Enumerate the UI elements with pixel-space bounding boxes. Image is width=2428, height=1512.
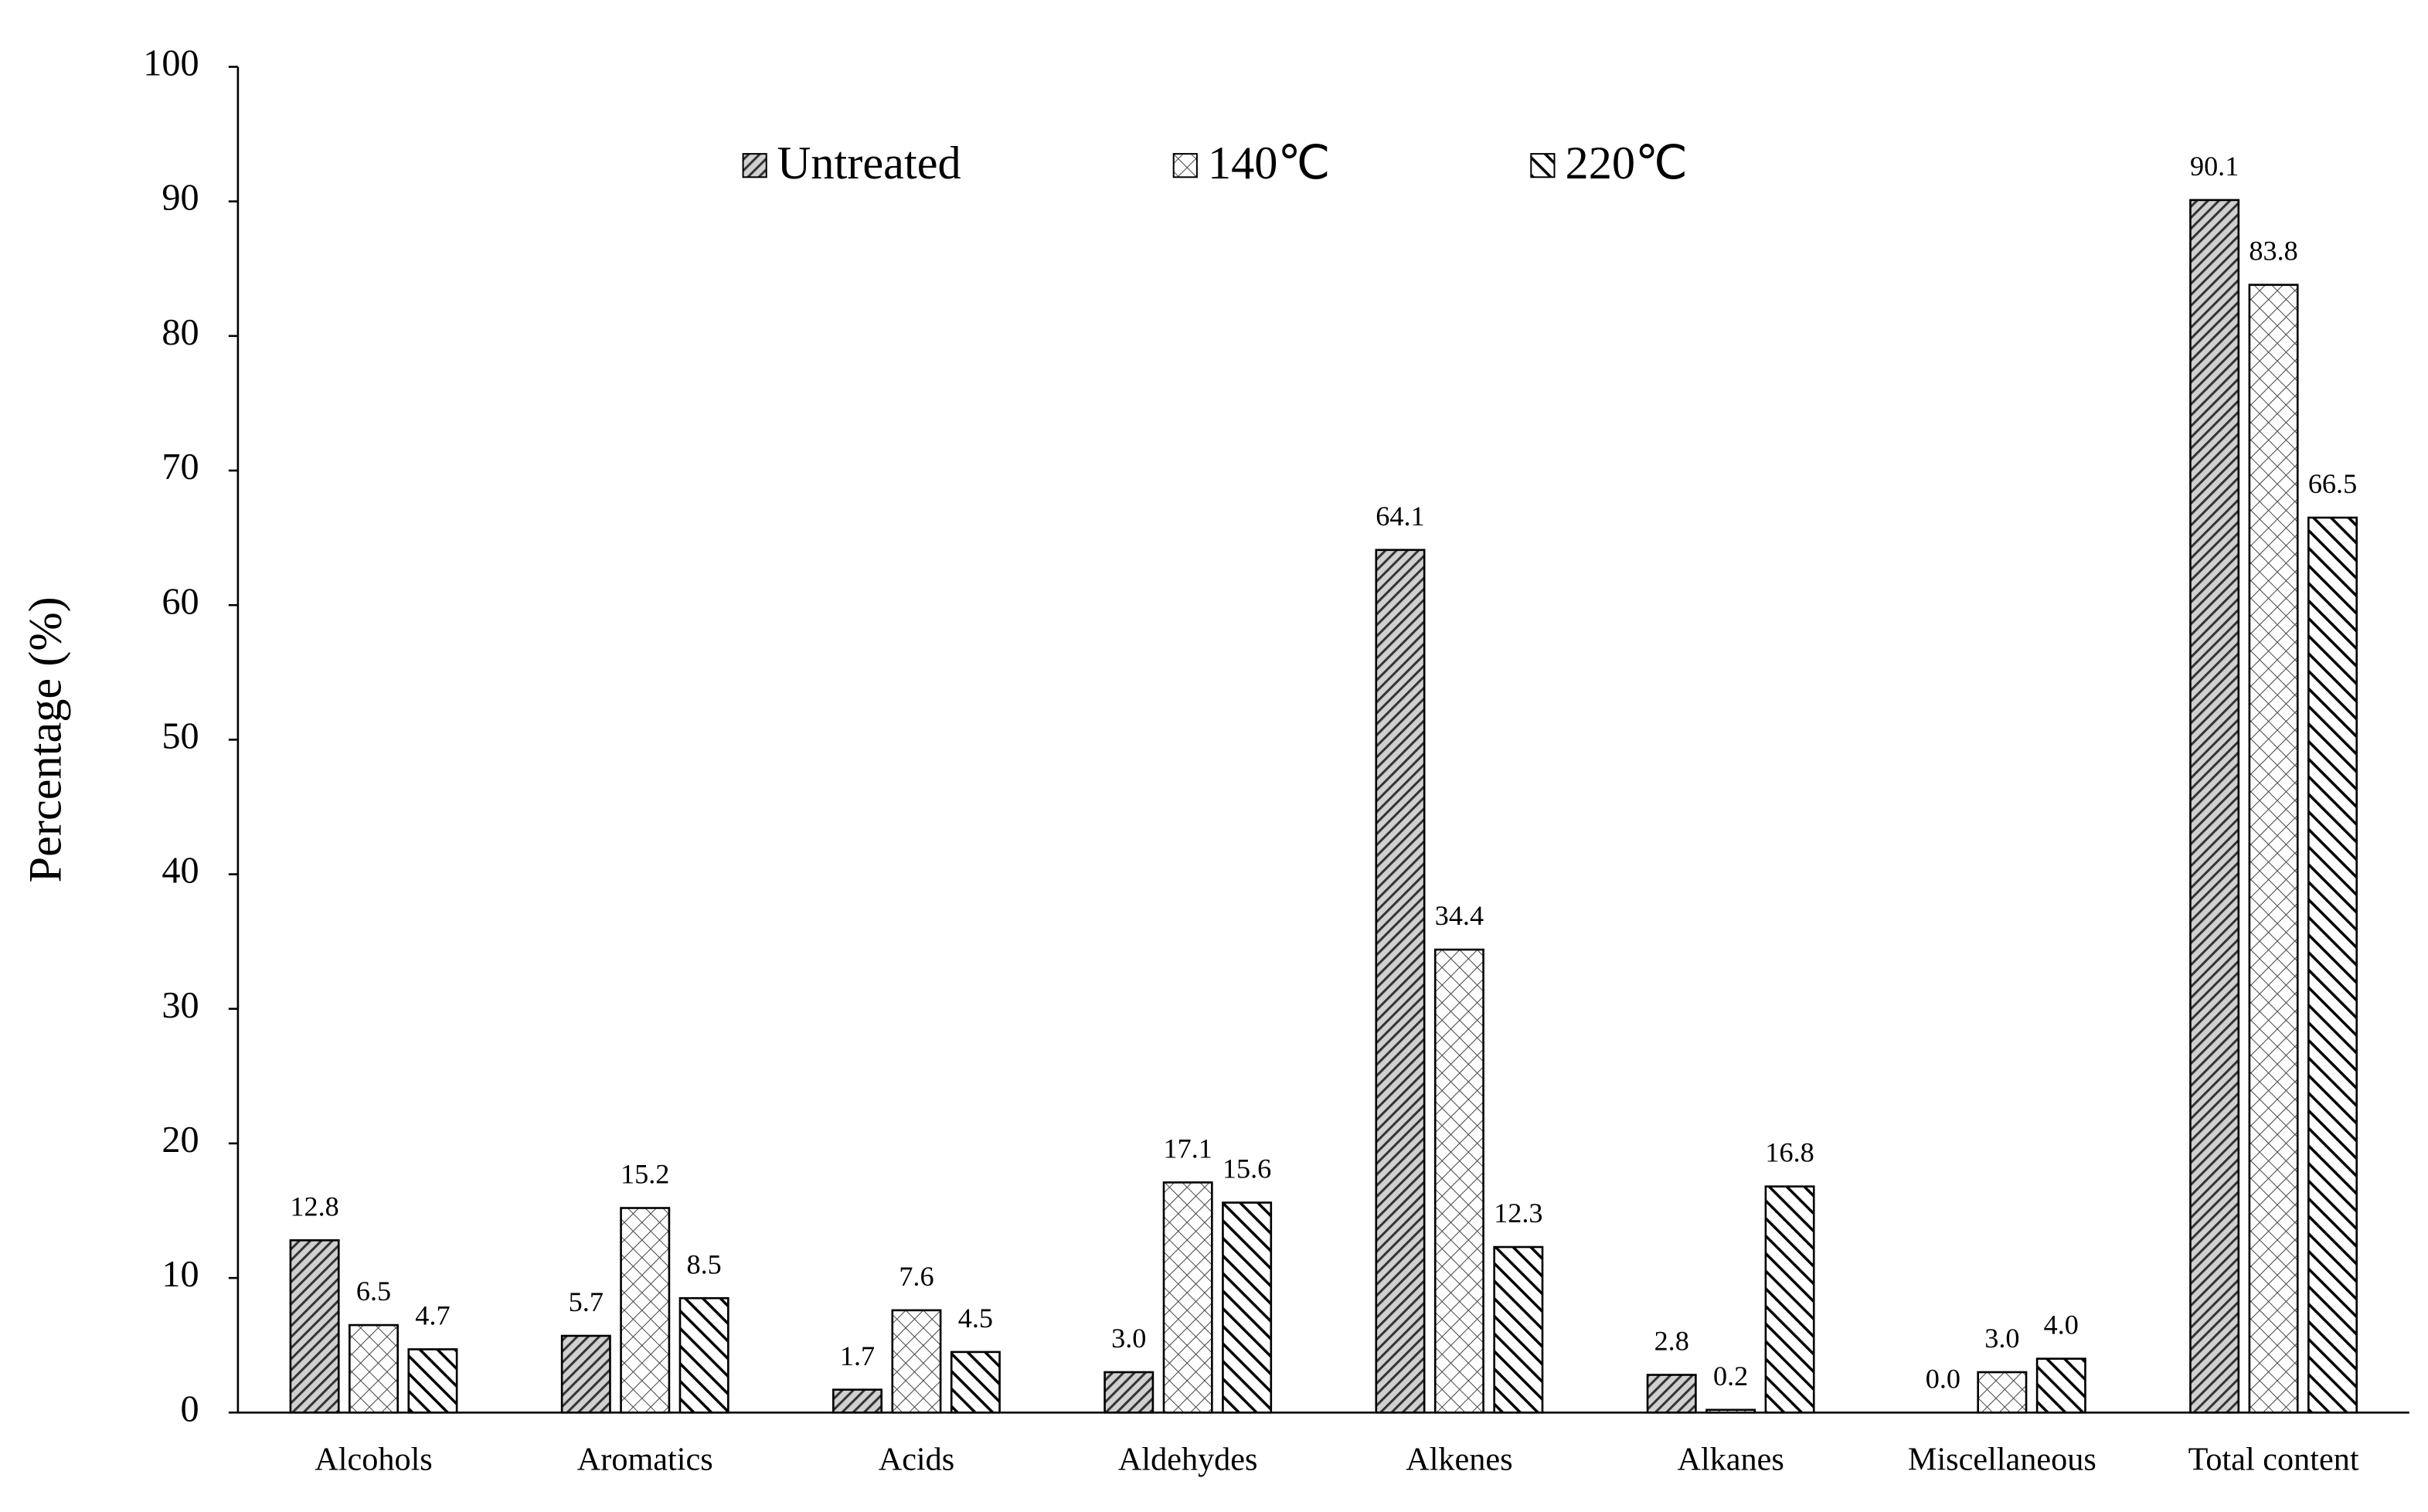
- y-tick-label: 20: [162, 1120, 199, 1160]
- bar: [560, 1334, 611, 1414]
- bar: [620, 1207, 671, 1414]
- value-label: 90.1: [2190, 151, 2239, 182]
- bar: [1162, 1181, 1213, 1414]
- bar: [1977, 1371, 2028, 1414]
- x-tick-label: Alkanes: [1677, 1441, 1784, 1477]
- y-tick-label: 40: [162, 851, 199, 892]
- x-tick-label: Miscellaneous: [1908, 1441, 2096, 1477]
- bar: [1375, 549, 1426, 1414]
- bar: [2307, 516, 2358, 1414]
- bar: [2189, 199, 2240, 1414]
- legend-swatch: [1172, 153, 1198, 178]
- y-tick-label: 80: [162, 312, 199, 353]
- x-tick-label: Total content: [2188, 1441, 2359, 1477]
- value-label: 12.3: [1494, 1198, 1542, 1228]
- bar: [2035, 1357, 2086, 1414]
- legend-label: 140℃: [1208, 138, 1330, 189]
- legend-label: 220℃: [1566, 138, 1688, 189]
- bar: [349, 1323, 399, 1414]
- y-tick-label: 60: [162, 581, 199, 622]
- bar: [678, 1296, 729, 1414]
- value-label: 6.5: [356, 1276, 391, 1306]
- value-label: 15.6: [1223, 1154, 1271, 1184]
- y-tick-label: 100: [143, 43, 199, 84]
- bar: [1493, 1245, 1544, 1414]
- bar: [832, 1388, 883, 1414]
- x-tick-label: Acids: [879, 1441, 954, 1477]
- y-tick-label: 70: [162, 447, 199, 488]
- bar: [1103, 1371, 1154, 1414]
- legend-swatch: [1530, 153, 1556, 178]
- bar: [407, 1348, 458, 1414]
- x-tick-label: Aldehydes: [1118, 1441, 1258, 1477]
- value-label: 0.0: [1926, 1363, 1960, 1394]
- value-label: 66.5: [2308, 468, 2357, 499]
- value-label: 16.8: [1765, 1137, 1814, 1168]
- value-label: 12.8: [290, 1191, 338, 1221]
- x-tick-label: Aromatics: [577, 1441, 713, 1477]
- value-label: 1.7: [840, 1340, 875, 1371]
- value-label: 0.2: [1713, 1361, 1748, 1391]
- y-tick-label: 0: [180, 1388, 199, 1429]
- x-tick-label: Alcohols: [315, 1441, 432, 1477]
- value-label: 8.5: [687, 1249, 722, 1279]
- value-label: 5.7: [569, 1286, 604, 1317]
- y-axis-title: Percentage (%): [19, 596, 71, 882]
- value-label: 7.6: [899, 1261, 933, 1292]
- y-tick-label: 50: [162, 715, 199, 756]
- value-label: 3.0: [1984, 1323, 2019, 1354]
- value-label: 15.2: [621, 1159, 669, 1190]
- legend-label: Untreated: [777, 138, 961, 189]
- bar: [289, 1239, 340, 1414]
- bar: [1705, 1408, 1756, 1414]
- bar: [1433, 948, 1484, 1414]
- value-label: 64.1: [1376, 501, 1424, 532]
- y-tick-label: 90: [162, 178, 199, 219]
- x-tick-label: Alkenes: [1406, 1441, 1512, 1477]
- bar: [2248, 284, 2299, 1414]
- value-label: 4.5: [958, 1303, 993, 1334]
- value-label: 17.1: [1164, 1133, 1212, 1164]
- legend-swatch: [742, 153, 767, 178]
- bar: [1764, 1185, 1815, 1414]
- value-label: 4.7: [415, 1300, 450, 1330]
- bar: [891, 1309, 942, 1414]
- y-tick-label: 10: [162, 1254, 199, 1295]
- value-label: 83.8: [2249, 236, 2297, 267]
- y-tick-label: 30: [162, 985, 199, 1026]
- value-label: 2.8: [1654, 1326, 1689, 1357]
- bar: [1222, 1201, 1273, 1414]
- value-label: 34.4: [1435, 900, 1484, 931]
- value-label: 4.0: [2044, 1310, 2079, 1340]
- bar: [950, 1351, 1001, 1414]
- bar: [1646, 1374, 1697, 1414]
- value-label: 3.0: [1111, 1323, 1146, 1354]
